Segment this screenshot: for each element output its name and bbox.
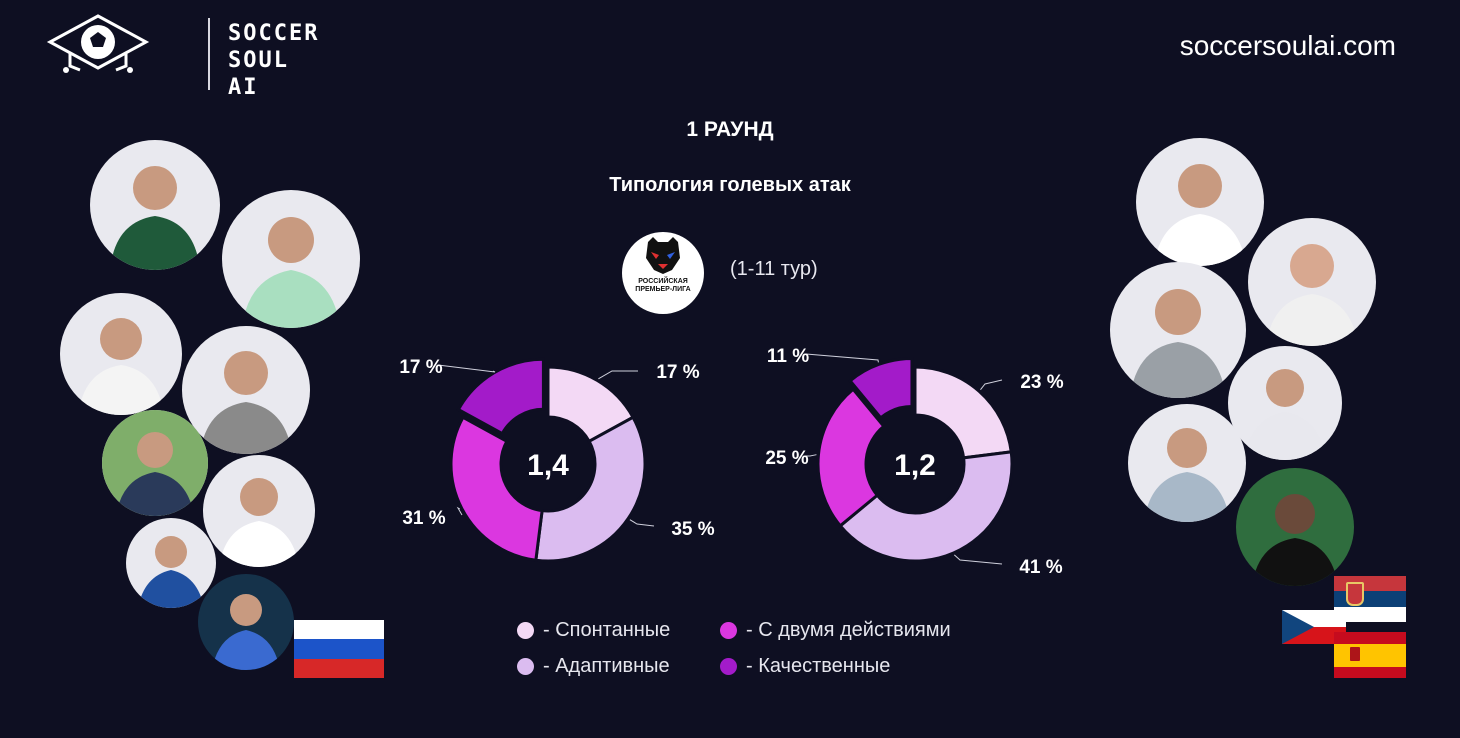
legend-swatch (517, 621, 534, 639)
rounds-range: (1-11 тур) (730, 258, 818, 280)
coach-avatar (198, 574, 294, 670)
legend-label: - Спонтанные (543, 618, 671, 641)
legend-swatch (720, 657, 737, 675)
legend-item: - С двумя действиями (720, 618, 951, 642)
coach-avatar (1136, 138, 1264, 266)
coach-avatar (182, 326, 310, 454)
site-url[interactable]: soccersoulai.com (1179, 30, 1396, 61)
legend-swatch (720, 621, 737, 639)
donut-slice (816, 387, 886, 528)
leader-line (598, 370, 638, 380)
coach-avatar (1128, 404, 1246, 522)
coach-avatar (126, 518, 216, 608)
coach-avatar (1228, 346, 1342, 460)
coach-avatar (60, 293, 182, 415)
brand-name: SOCCER SOUL AI (228, 20, 319, 101)
donut-slice (913, 365, 1013, 460)
slice-value-label: 23 % (1020, 372, 1063, 393)
slice-value-label: 11 % (767, 346, 809, 367)
donut-slice (848, 357, 914, 420)
leader-line (805, 454, 817, 457)
brand-name-line2: SOUL AI (228, 48, 289, 100)
coach-avatar (102, 410, 208, 516)
chart-subtitle: Типология голевых атак (609, 174, 851, 196)
coach-avatar (90, 140, 220, 270)
slice-value-label: 25 % (765, 448, 808, 469)
slice-value-label: 35 % (671, 519, 714, 540)
legend-item: - Качественные (720, 654, 890, 678)
leader-line (437, 364, 496, 373)
serbia-flag-icon (1334, 576, 1406, 622)
donut-slice (456, 357, 545, 436)
coach-avatar (222, 190, 360, 328)
leader-line (805, 353, 879, 363)
coach-avatar (1236, 468, 1354, 586)
donut-slice (449, 415, 544, 562)
soccer-ball-graduation-cap-icon (46, 14, 150, 73)
leader-line (629, 519, 655, 527)
leader-line (980, 379, 1003, 391)
slice-value-label: 17 % (399, 357, 442, 378)
slice-value-label: 41 % (1019, 557, 1062, 578)
bear-icon (646, 237, 680, 274)
russia-flag-icon (294, 620, 384, 678)
legend-label: - С двумя действиями (746, 618, 951, 641)
league-name: РОССИЙСКАЯ ПРЕМЬЕР-ЛИГА (635, 278, 691, 293)
coach-avatar (1110, 262, 1246, 398)
coach-avatar (1248, 218, 1376, 346)
slice-value-label: 31 % (402, 508, 445, 529)
leader-line (953, 554, 1003, 565)
leader-line (456, 506, 463, 516)
spain-flag-icon (1334, 632, 1406, 678)
slice-value-label: 17 % (656, 362, 699, 383)
legend-label: - Качественные (746, 654, 891, 677)
donut-center-value: 1,2 (894, 449, 936, 482)
logo-divider (208, 18, 210, 90)
czechia-flag-icon (1282, 610, 1346, 644)
league-logo: РОССИЙСКАЯ ПРЕМЬЕР-ЛИГА (622, 232, 704, 314)
donut-slice (838, 450, 1014, 563)
round-title: 1 РАУНД (686, 118, 774, 141)
donut-center-value: 1,4 (527, 449, 569, 482)
legend-item: - Спонтанные (517, 618, 670, 642)
coach-avatar (203, 455, 315, 567)
brand-logo: SOCCER SOUL AI (46, 12, 317, 100)
legend-item: - Адаптивные (517, 654, 670, 678)
legend-label: - Адаптивные (543, 654, 670, 677)
brand-name-line1: SOCCER (228, 21, 320, 46)
donut-slice (534, 415, 647, 563)
legend-swatch (517, 657, 534, 675)
